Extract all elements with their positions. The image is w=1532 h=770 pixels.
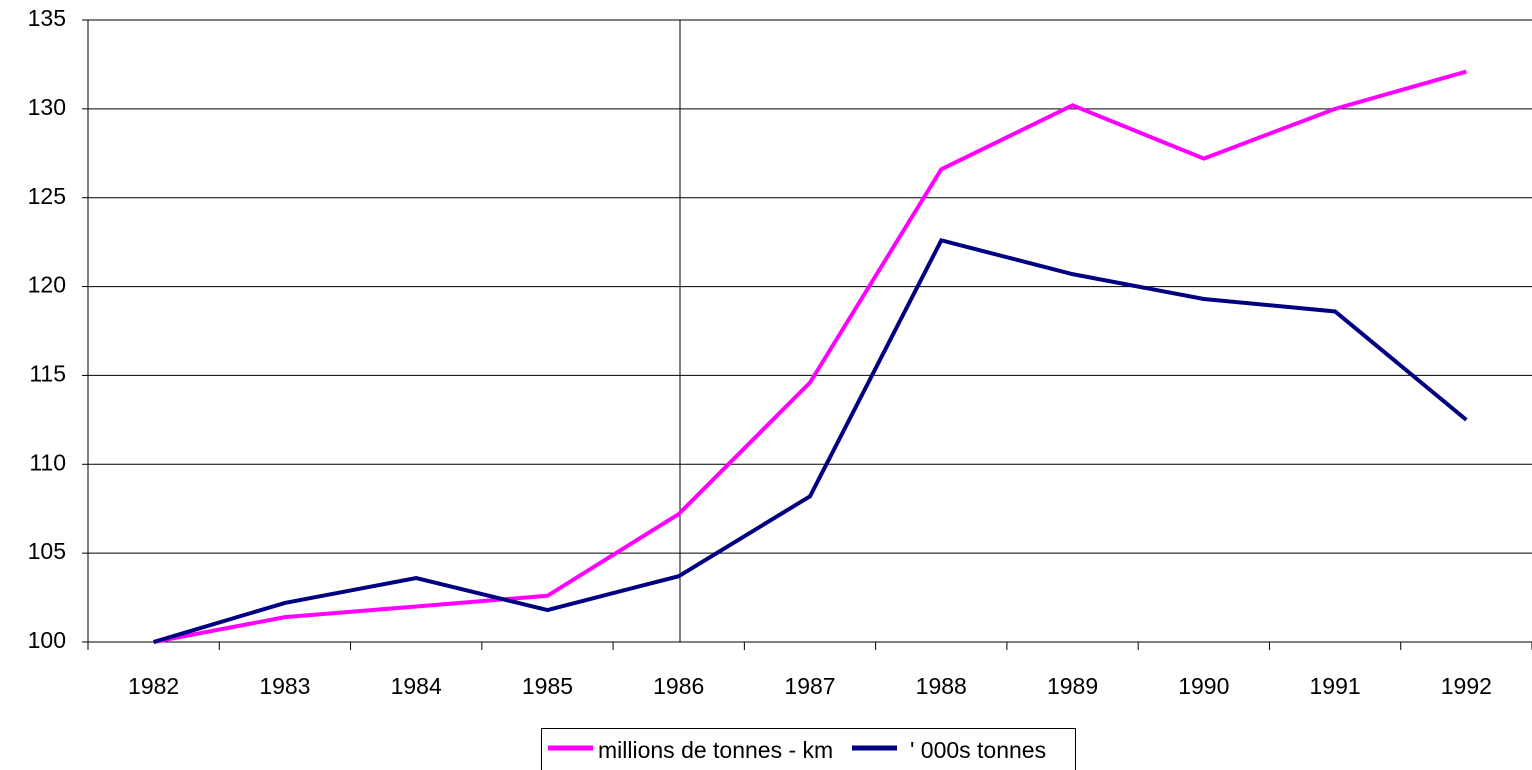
x-tick-label: 1992 bbox=[1441, 673, 1492, 699]
y-tick-label: 135 bbox=[28, 5, 66, 31]
x-tick-label: 1988 bbox=[916, 673, 967, 699]
y-tick-label: 115 bbox=[29, 361, 66, 387]
x-tick-label: 1989 bbox=[1047, 673, 1098, 699]
series-line bbox=[153, 238, 1468, 644]
x-tick-label: 1984 bbox=[391, 673, 442, 699]
y-tick-label: 100 bbox=[28, 627, 66, 653]
x-tick-label: 1987 bbox=[784, 673, 835, 699]
series-line bbox=[153, 69, 1467, 644]
y-tick-label: 110 bbox=[29, 449, 66, 475]
y-tick-label: 120 bbox=[28, 272, 66, 298]
x-tick-label: 1991 bbox=[1310, 673, 1361, 699]
legend-label: millions de tonnes - km bbox=[598, 737, 833, 763]
y-tick-label: 105 bbox=[28, 538, 66, 564]
y-tick-label: 130 bbox=[28, 94, 66, 120]
legend-box bbox=[541, 728, 1076, 770]
y-tick-label: 125 bbox=[28, 183, 66, 209]
legend-label: ' 000s tonnes bbox=[910, 737, 1046, 763]
x-tick-label: 1990 bbox=[1178, 673, 1229, 699]
x-tick-label: 1986 bbox=[653, 673, 704, 699]
x-tick-label: 1985 bbox=[522, 673, 573, 699]
x-tick-label: 1983 bbox=[259, 673, 310, 699]
x-tick-label: 1982 bbox=[128, 673, 179, 699]
